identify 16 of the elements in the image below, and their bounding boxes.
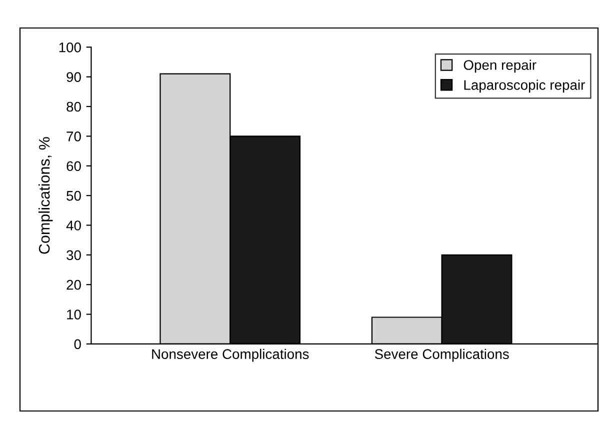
y-tick-label: 30 xyxy=(66,250,81,260)
y-tick-label: 70 xyxy=(66,132,81,142)
legend-label: Open repair xyxy=(464,60,536,73)
y-tick-label: 0 xyxy=(74,339,81,350)
y-tick-label: 80 xyxy=(66,102,81,112)
y-axis-title: Complications, % xyxy=(38,137,53,254)
x-tick-label: Nonsevere Complications xyxy=(152,348,309,362)
y-tick-label: 40 xyxy=(66,220,81,230)
y-tick-label: 100 xyxy=(59,42,81,52)
legend-label: Laparoscopic repair xyxy=(464,80,585,93)
y-tick-label: 20 xyxy=(66,280,81,290)
y-tick-label: 60 xyxy=(66,161,81,172)
y-tick-label: 10 xyxy=(67,310,81,320)
y-tick-label: 90 xyxy=(66,72,81,82)
x-tick-label: Severe Complications xyxy=(374,348,509,362)
y-tick-label: 50 xyxy=(66,190,81,201)
